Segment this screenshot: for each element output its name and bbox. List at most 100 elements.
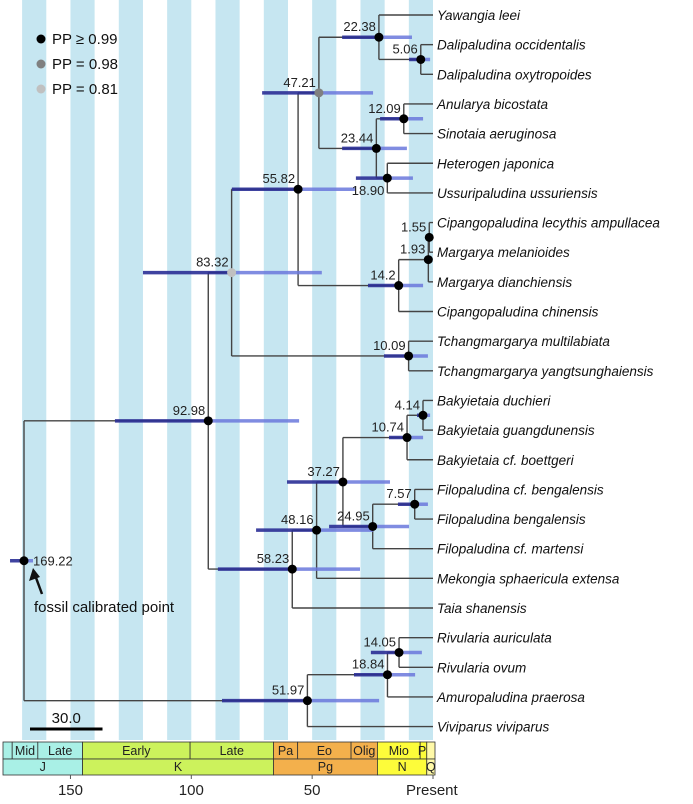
time-stripe (312, 0, 337, 740)
epoch-cell-label: Pl (418, 744, 429, 758)
node-pp-dot (374, 32, 384, 42)
taxon-label: Tchangmargarya multilabiata (437, 334, 610, 349)
axis-tick-label: 150 (58, 782, 83, 799)
node-pp-dot (19, 556, 29, 566)
node-age-label: 18.90 (352, 183, 385, 198)
taxon-label: Bakyietaia duchieri (437, 393, 551, 408)
node-age-label: 92.98 (173, 403, 206, 418)
node-pp-dot (423, 255, 433, 265)
time-stripe (215, 0, 240, 740)
node-age-label: 4.14 (395, 397, 420, 412)
taxon-label: Anularya bicostata (436, 97, 549, 112)
epoch-cell-label: Mio (389, 744, 409, 758)
node-pp-dot (203, 416, 213, 426)
time-axis: 150 100 50 Present (58, 775, 459, 799)
period-cell-label: J (40, 760, 46, 774)
time-stripe (408, 0, 433, 740)
node-pp-dot (382, 670, 392, 680)
node-age-label: 12.09 (368, 101, 401, 116)
taxon-label: Bakyietaia cf. boettgeri (437, 453, 575, 468)
taxon-label: Viviparus viviparus (437, 720, 550, 735)
taxon-label: Cipangopaludina chinensis (437, 305, 599, 320)
node-age-label: 1.93 (400, 242, 425, 257)
taxon-label: Cipangopaludina lecythis ampullacea (437, 216, 660, 231)
tree-nodes: 5.06 22.38 12.09 18.90 23.44 47.21 1.55 1.93 14.… (19, 19, 434, 706)
taxon-label: Taia shanensis (437, 601, 527, 616)
node-age-label: 169.22 (33, 554, 73, 569)
node-age-label: 7.57 (386, 486, 411, 501)
node-age-label: 51.97 (272, 683, 305, 698)
taxon-label: Sinotaia aeruginosa (437, 127, 557, 142)
node-age-label: 83.32 (196, 255, 229, 270)
fossil-calibration-annotation: fossil calibrated point (29, 568, 175, 616)
taxon-label: Dalipaludina oxytropoides (437, 67, 592, 82)
node-pp-dot (418, 410, 428, 420)
node-pp-dot (424, 232, 434, 242)
node-pp-dot (312, 525, 322, 535)
node-pp-dot (416, 54, 426, 64)
taxon-label: Yawangia leei (437, 8, 521, 23)
taxon-label: Dalipaludina occidentalis (437, 38, 586, 53)
node-age-label: 58.23 (257, 551, 290, 566)
taxon-label: Filopaludina bengalensis (437, 512, 586, 527)
node-age-label: 10.09 (373, 338, 406, 353)
taxon-label: Margarya dianchiensis (437, 275, 572, 290)
node-age-label: 5.06 (392, 41, 417, 56)
axis-tick-label: 100 (179, 782, 204, 799)
time-stripe (167, 0, 192, 740)
fossil-calibration-label: fossil calibrated point (34, 599, 175, 616)
node-pp-dot (293, 184, 303, 194)
taxon-label: Rivularia ovum (437, 660, 526, 675)
node-pp-dot (314, 88, 324, 98)
legend-label: PP = 0.98 (52, 56, 118, 73)
time-stripe (70, 0, 95, 740)
taxon-label: Amuropaludina praerosa (436, 690, 585, 705)
tip-labels: Yawangia leei Dalipaludina occidentalis Da… (436, 8, 660, 735)
epoch-cell-label: Late (48, 744, 72, 758)
epoch-cell (2, 741, 13, 760)
node-age-label: 22.38 (343, 19, 376, 34)
node-pp-dot (371, 143, 381, 153)
node-pp-dot (410, 499, 420, 509)
time-stripe (22, 0, 47, 740)
taxon-label: Tchangmargarya yangtsunghaiensis (437, 364, 654, 379)
pp-dot-icon (36, 59, 46, 69)
legend-label: PP = 0.81 (52, 81, 118, 98)
node-age-label: 10.74 (371, 420, 404, 435)
legend-label: PP ≥ 0.99 (52, 31, 118, 48)
node-pp-dot (402, 433, 412, 443)
taxon-label: Ussuripaludina ussuriensis (437, 186, 598, 201)
node-age-label: 14.2 (370, 268, 395, 283)
taxon-label: Mekongia sphaericula extensa (437, 571, 620, 586)
node-pp-dot (394, 647, 404, 657)
taxon-label: Margarya melanioides (437, 245, 570, 260)
node-pp-dot (382, 173, 392, 183)
epoch-cell-label: Early (122, 744, 151, 758)
scale-bar-label: 30.0 (52, 710, 81, 727)
node-pp-dot (338, 477, 348, 487)
node-pp-dot (287, 564, 297, 574)
node-pp-dot (399, 114, 409, 124)
axis-tick-label: 50 (304, 782, 321, 799)
axis-tick-label: Present (406, 782, 459, 799)
pp-dot-icon (36, 34, 46, 44)
time-stripe (263, 0, 288, 740)
period-cell (426, 758, 436, 776)
node-pp-dot (404, 351, 414, 361)
epoch-cell-label: Late (220, 744, 244, 758)
geologic-timescale: Mid Late Early Late Pa Eo Olig Mio Pl J K Pg N Q (2, 741, 436, 776)
epoch-cell-label: Eo (317, 744, 332, 758)
time-stripe (118, 0, 143, 740)
node-age-label: 18.84 (352, 657, 385, 672)
node-age-label: 37.27 (307, 464, 340, 479)
node-age-label: 55.82 (263, 171, 296, 186)
taxon-label: Filopaludina cf. martensi (437, 542, 584, 557)
node-pp-dot (227, 268, 237, 278)
node-pp-dot (368, 521, 378, 531)
scale-bar: 30.0 (30, 710, 103, 731)
node-age-label: 24.95 (337, 508, 370, 523)
node-pp-dot (302, 696, 312, 706)
taxon-label: Rivularia auriculata (437, 631, 552, 646)
epoch-cell-label: Pa (278, 744, 293, 758)
